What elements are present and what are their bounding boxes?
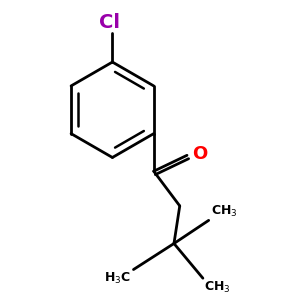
Text: O: O [192,145,207,163]
Text: CH$_3$: CH$_3$ [211,204,238,219]
Text: Cl: Cl [99,13,120,32]
Text: CH$_3$: CH$_3$ [204,280,231,295]
Text: H$_3$C: H$_3$C [104,271,131,286]
